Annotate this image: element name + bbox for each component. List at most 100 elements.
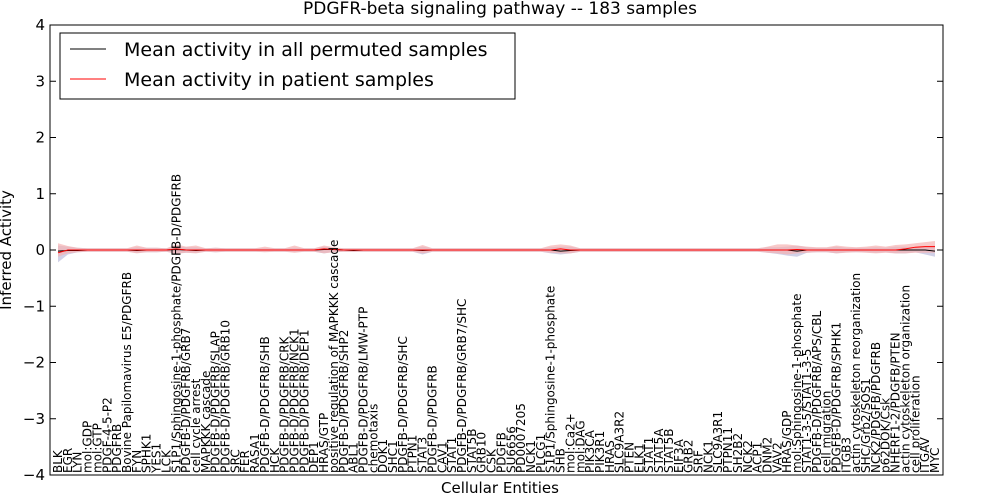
plot-frame: [49, 24, 944, 476]
x-tick-label: LYN: [71, 452, 85, 473]
x-tick-label: MAPKKK cascade: [199, 371, 213, 473]
x-tick-label: positive regulation of MAPKKK cascade: [327, 240, 341, 473]
x-tick-label: chemotaxis: [366, 404, 380, 473]
x-tick-label: GRB2: [682, 439, 696, 473]
x-tick-label: HRAS: [603, 440, 617, 473]
x-tick-label: mol:GDP: [81, 421, 95, 473]
x-tick-label: NCK2: [741, 440, 755, 473]
x-tick-label: RASA1: [248, 433, 262, 473]
x-tick-label: DOK1: [376, 439, 390, 473]
x-tick-label: ITGB3: [839, 437, 853, 473]
x-tick-label: NHERF1-2/PDGFB/PTEN: [889, 332, 903, 473]
x-tick-label: PDGFB-D/PDGFRB/GRB7/SHC: [455, 299, 469, 473]
x-tick-label: PDGFB-D/PDGFRB/SPHK1: [829, 322, 843, 473]
x-tick-label: LCK: [159, 449, 173, 473]
x-tick-label: PDGFB-D/PDGFRB/GRB7: [179, 328, 193, 473]
x-tick-label: VAV2: [770, 442, 784, 473]
x-tick-label: ACP1: [751, 442, 765, 473]
x-tick-label: PDGFB-D/PDGFRB/GRB10: [219, 320, 233, 473]
x-tick-label: PDGFB-D/PDGFRB/NCK1: [287, 328, 301, 473]
confidence-bands: [58, 241, 935, 263]
x-tick-label: SH2B2: [731, 433, 745, 473]
x-tick-label: PTEN: [623, 442, 637, 473]
x-tick-label: mol:GTP: [90, 423, 104, 473]
x-tick-label: SHB: [554, 448, 568, 473]
x-tick-label: actin cytoskeleton reorganization: [849, 273, 863, 473]
y-tick-label: 4: [35, 16, 45, 34]
x-tick-label: actin cytoskeleton organization: [898, 285, 912, 473]
x-tick-label: PDGFB-D/PDGFRB: [425, 365, 439, 473]
y-tick-label: −2: [23, 354, 45, 372]
legend: Mean activity in all permuted samples Me…: [59, 32, 516, 100]
x-tick-label: BLK: [51, 449, 65, 473]
legend-label-patient: Mean activity in patient samples: [124, 69, 434, 91]
x-tick-label: EIF3A: [672, 438, 686, 473]
x-tick-labels: BLKEGRLYNmol:GDPmol:GTPPDGF-4-5-P2PDGFRB…: [51, 174, 942, 474]
x-tick-label: GRB10: [475, 432, 489, 473]
legend-label-permuted: Mean activity in all permuted samples: [124, 39, 487, 61]
x-tick-label: ELK1: [632, 443, 646, 473]
series-lines: [57, 246, 936, 254]
x-tick-label: HRAS/GDP: [780, 410, 794, 473]
x-tick-label: YES1: [150, 443, 164, 474]
x-tick-label: SRF: [692, 450, 706, 473]
x-tick-label: PTPN11: [721, 427, 735, 473]
chart-title: PDGFR-beta signaling pathway -- 183 samp…: [303, 0, 697, 19]
x-tick-label: HCK: [268, 447, 282, 473]
x-tick-label: PIK3R1: [593, 431, 607, 473]
x-tick-label: PLCG1: [534, 434, 548, 473]
y-tick-label: 3: [35, 72, 45, 90]
x-tick-label: SHC/Grb2/SOS1: [859, 378, 873, 473]
y-tick-label: −4: [23, 466, 45, 484]
line-patient-mean: [57, 246, 935, 254]
x-tick-label: STAT5B: [465, 429, 479, 474]
x-tick-label: FER: [238, 450, 252, 473]
x-tick-label: SPHK1: [140, 434, 154, 473]
x-tick-label: NCK2/PDGFB/PDGFRB: [869, 342, 883, 473]
x-tick-label: cell migration: [820, 391, 834, 473]
x-tick-label: ITGAV: [918, 436, 932, 473]
x-tick-label: SRC: [228, 449, 242, 473]
x-tick-label: PTPN1: [406, 435, 420, 473]
x-tick-label: PDGFB-D/PDGFRB/LMW-PTP: [356, 307, 370, 473]
x-tick-label: DEP1: [307, 441, 321, 473]
x-tick-label: Bovine Papilomavirus E5/PDGFRB: [120, 272, 134, 473]
x-tick-label: PDGFRB: [110, 424, 124, 473]
x-tick-label: MYC: [928, 448, 942, 473]
x-tick-label: STAT3: [416, 437, 430, 473]
x-tick-label: SLC9A3R2: [613, 411, 627, 473]
y-tick-label: −3: [23, 410, 45, 428]
x-tick-label: PDGFB-D/PDGFRB/DEP1: [297, 329, 311, 473]
legend-box: [59, 32, 516, 100]
x-axis-label: Cellular Entities: [441, 479, 559, 497]
x-tick-label: PDGFB-D/PDGFRB/SHP2: [337, 330, 351, 473]
y-tick-label: 2: [35, 129, 45, 147]
x-tick-label: PD0007205: [514, 403, 528, 473]
x-tick-label: PDGF-4-5-P2: [100, 397, 114, 473]
x-tick-label: STAT1: [642, 437, 656, 473]
x-tick-label: PDGFB-D/PDGFRB/SLAP: [209, 331, 223, 473]
x-tick-label: S1P1/Sphingosine-1-phosphate/PDGFB-D/PDG…: [169, 174, 183, 473]
x-tick-label: PIK3CA: [583, 429, 597, 473]
x-tick-label: mol:Ca2+: [563, 413, 577, 473]
x-tick-label: PDGFB-D/PDGFRB/SHB: [258, 336, 272, 473]
x-tick-label: PDGFB-D/PDGFRB/CRK: [278, 335, 292, 473]
x-tick-label: NCK1: [524, 440, 538, 473]
x-tick-label: DNM2: [760, 437, 774, 473]
x-tick-label: PDGFB-D/PDGFRB/APS/CBL: [810, 310, 824, 473]
x-tick-label: EGR: [61, 448, 75, 473]
x-tick-label: SU6656: [504, 426, 518, 473]
y-axis: −4 −3 −2 −1 0 1 2 3 4: [23, 16, 943, 484]
x-tick-label: cell proliferation: [908, 375, 922, 473]
x-tick-label: STAT1: [445, 437, 459, 473]
x-tick-label: SLC9A3R1: [711, 411, 725, 473]
y-tick-label: 1: [35, 185, 45, 203]
band-patient: [58, 241, 935, 257]
x-tick-label: FYN: [130, 450, 144, 473]
x-tick-label: CSK: [485, 448, 499, 473]
x-tick-label: ABL1: [347, 442, 361, 473]
x-tick-label: STAT5B: [662, 429, 676, 474]
x-tick-label: S1P1/Sphingosine-1-phosphate: [544, 286, 558, 473]
x-tick-label: STAT1-3-5/STAT1-3-5: [800, 349, 814, 473]
x-tick-label: HRAS/GTP: [317, 413, 331, 473]
